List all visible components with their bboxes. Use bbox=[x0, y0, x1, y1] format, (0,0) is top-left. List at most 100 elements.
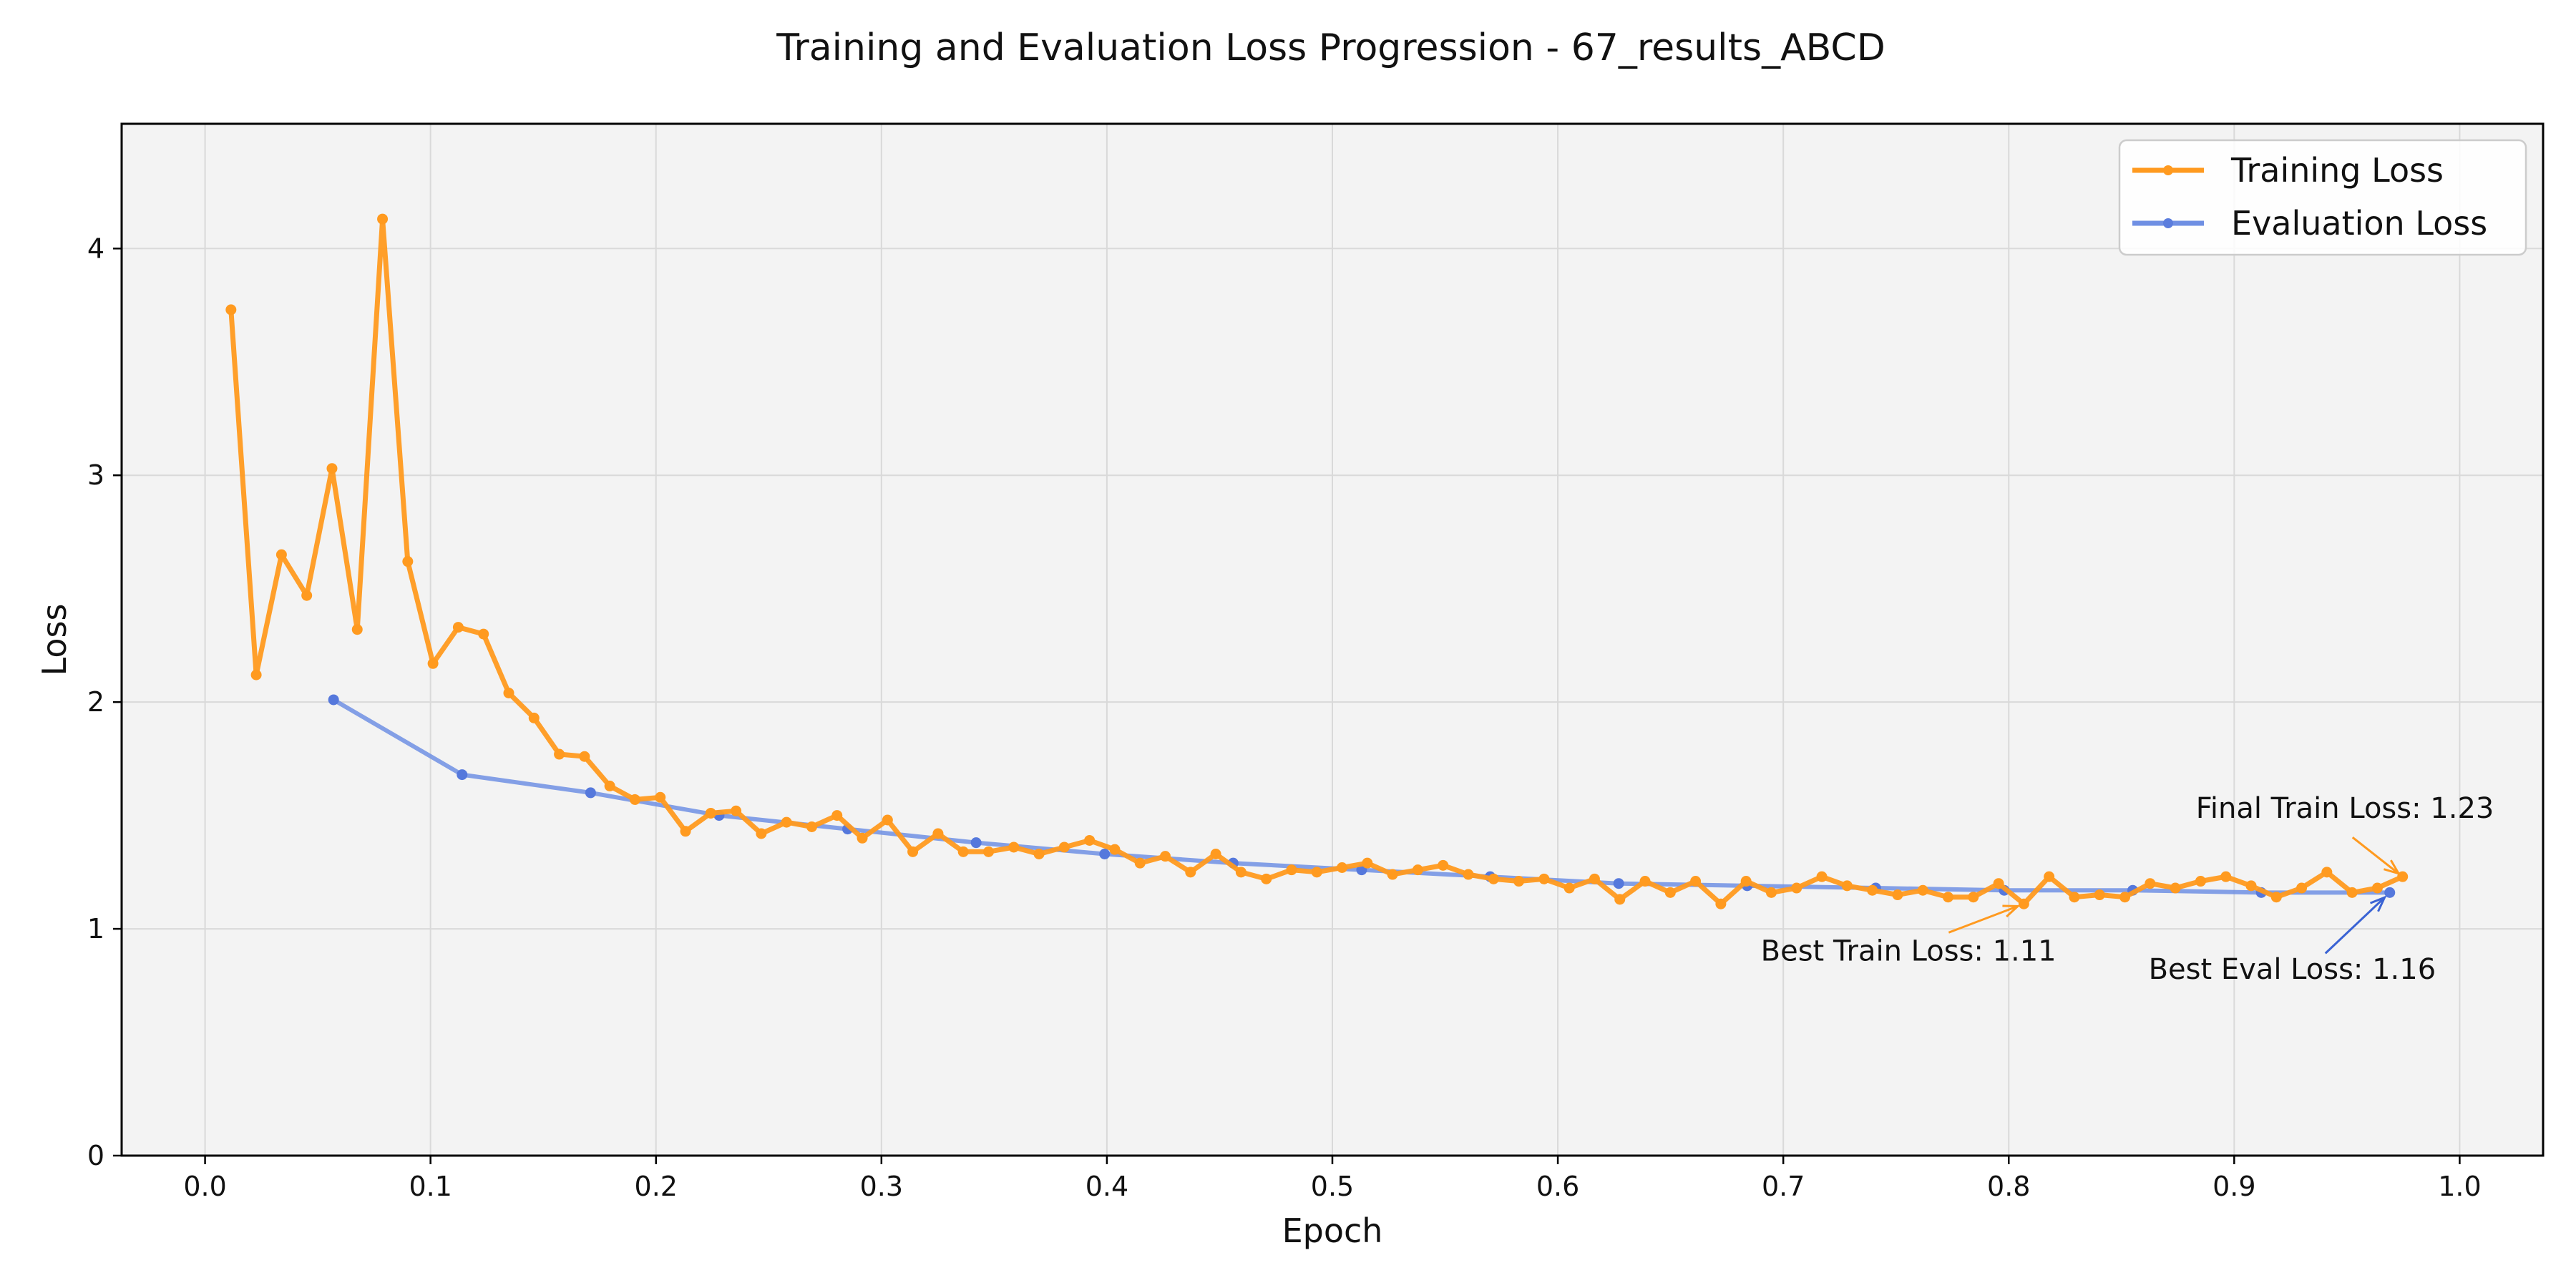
data-point bbox=[1538, 873, 1550, 884]
data-point bbox=[1488, 873, 1499, 884]
x-tick-label: 0.5 bbox=[1311, 1171, 1354, 1202]
data-point bbox=[402, 556, 414, 567]
data-point bbox=[629, 794, 640, 805]
legend-marker-evaluation bbox=[2163, 218, 2173, 228]
data-point bbox=[1033, 848, 1045, 859]
x-tick-label: 0.2 bbox=[635, 1171, 678, 1202]
data-point bbox=[604, 780, 615, 791]
data-point bbox=[2220, 871, 2232, 882]
data-point bbox=[932, 828, 944, 839]
x-tick-label: 0.9 bbox=[2212, 1171, 2255, 1202]
data-point bbox=[731, 805, 742, 816]
data-point bbox=[1109, 844, 1121, 855]
data-point bbox=[1387, 869, 1398, 880]
data-point bbox=[1438, 859, 1449, 871]
data-point bbox=[1816, 871, 1828, 882]
data-point bbox=[1261, 873, 1272, 884]
data-point bbox=[1613, 878, 1624, 889]
data-point bbox=[882, 814, 893, 826]
legend-marker-training bbox=[2163, 165, 2173, 175]
data-point bbox=[831, 810, 843, 821]
data-point bbox=[982, 846, 994, 857]
data-point bbox=[351, 624, 363, 635]
data-point bbox=[225, 304, 237, 316]
axis-ticks: 0.0 0.1 0.2 0.3 0.4 0.5 0.6 0.7 0.8 0.9 1.0 0 1 2 3 4 bbox=[87, 233, 2482, 1202]
data-point bbox=[1563, 882, 1575, 894]
data-point bbox=[1740, 876, 1752, 887]
data-point bbox=[1337, 862, 1348, 874]
data-point bbox=[2195, 876, 2206, 887]
annotation-label: Final Train Loss: 1.23 bbox=[2196, 792, 2494, 825]
data-point bbox=[457, 769, 468, 781]
x-tick-label: 0.7 bbox=[1762, 1171, 1805, 1202]
data-point bbox=[2384, 887, 2396, 898]
data-point bbox=[328, 694, 339, 706]
data-point bbox=[2170, 882, 2181, 894]
data-point bbox=[2346, 887, 2358, 898]
annotation-arrow bbox=[1948, 905, 2019, 934]
data-point bbox=[1690, 876, 1702, 887]
data-point bbox=[503, 687, 514, 698]
legend-label-evaluation: Evaluation Loss bbox=[2231, 204, 2487, 243]
data-point bbox=[1008, 841, 1020, 853]
annotation-arrow bbox=[2324, 897, 2386, 955]
annotation-arrowhead bbox=[2002, 904, 2021, 918]
x-tick-label: 0.8 bbox=[1987, 1171, 2030, 1202]
data-point bbox=[1968, 892, 1979, 903]
data-point bbox=[1639, 876, 1651, 887]
legend-box bbox=[2118, 139, 2527, 256]
annotation-arrowhead bbox=[2369, 895, 2387, 912]
grid-lines bbox=[122, 124, 2543, 1156]
data-point bbox=[1160, 851, 1171, 862]
data-point bbox=[680, 826, 691, 837]
data-point bbox=[857, 832, 868, 844]
x-tick-label: 0.4 bbox=[1085, 1171, 1128, 1202]
y-tick-label: 1 bbox=[87, 913, 104, 945]
data-point bbox=[2145, 878, 2156, 889]
x-axis-label: Epoch bbox=[1282, 1211, 1383, 1250]
data-point bbox=[655, 791, 666, 803]
data-point bbox=[1664, 887, 1676, 898]
data-point bbox=[1892, 889, 1903, 901]
y-tick-label: 3 bbox=[87, 459, 104, 491]
data-point bbox=[2044, 871, 2055, 882]
data-point bbox=[377, 213, 389, 225]
legend-label-training: Training Loss bbox=[2230, 151, 2444, 190]
x-tick-label: 0.0 bbox=[183, 1171, 226, 1202]
data-point bbox=[970, 837, 982, 849]
y-axis-label: Loss bbox=[35, 604, 74, 676]
x-tick-label: 0.6 bbox=[1536, 1171, 1579, 1202]
data-point bbox=[781, 816, 792, 828]
y-tick-label: 2 bbox=[87, 686, 104, 718]
data-point bbox=[2119, 892, 2131, 903]
annotation-label: Best Eval Loss: 1.16 bbox=[2149, 953, 2436, 986]
data-point bbox=[1917, 884, 1928, 896]
data-point bbox=[301, 590, 313, 601]
data-point bbox=[1942, 892, 1953, 903]
data-point bbox=[2018, 898, 2029, 909]
data-point bbox=[1134, 857, 1146, 869]
annotations: Final Train Loss: 1.23 Best Train Loss: 1… bbox=[1761, 792, 2494, 986]
data-point bbox=[1099, 848, 1111, 859]
data-point bbox=[1463, 869, 1474, 880]
data-point bbox=[756, 828, 767, 839]
data-point bbox=[1791, 882, 1802, 894]
data-point bbox=[957, 846, 969, 857]
chart-title: Training and Evaluation Loss Progression… bbox=[776, 26, 1885, 69]
data-point bbox=[1513, 876, 1525, 887]
x-tick-label: 0.3 bbox=[860, 1171, 903, 1202]
data-point bbox=[2094, 889, 2105, 901]
data-point bbox=[528, 712, 540, 723]
data-point bbox=[1058, 841, 1070, 853]
data-point bbox=[1084, 834, 1096, 846]
data-point bbox=[452, 622, 464, 633]
data-point bbox=[1286, 864, 1297, 876]
data-point bbox=[250, 669, 262, 680]
data-point bbox=[1589, 873, 1600, 884]
data-point bbox=[1185, 867, 1196, 878]
legend: Training Loss Evaluation Loss bbox=[2118, 139, 2527, 256]
data-point bbox=[1362, 857, 1373, 869]
y-tick-label: 0 bbox=[87, 1140, 104, 1171]
data-point bbox=[1311, 867, 1322, 878]
data-point bbox=[326, 463, 338, 474]
